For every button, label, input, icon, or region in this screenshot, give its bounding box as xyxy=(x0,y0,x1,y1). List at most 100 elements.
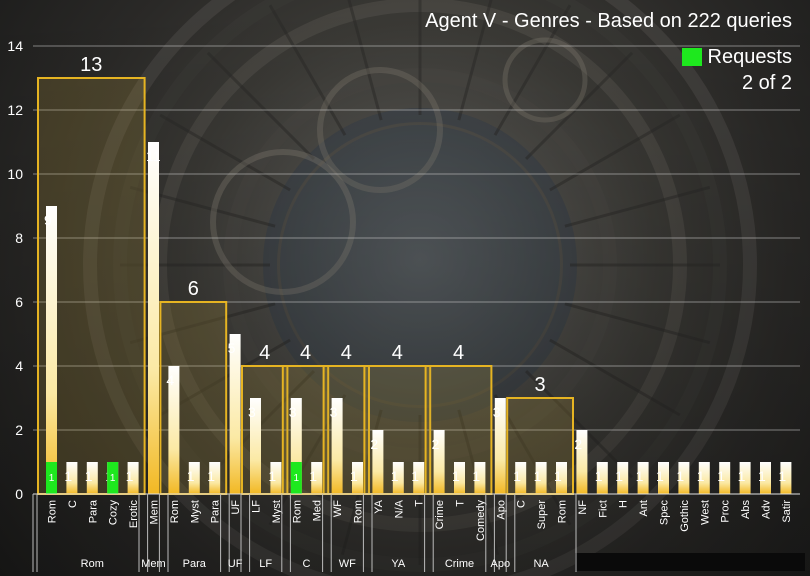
bar-value-label: 1 xyxy=(350,468,358,484)
x-tick-label: Adv xyxy=(761,500,773,519)
group-label: NA xyxy=(533,558,549,570)
y-tick-label: 8 xyxy=(15,230,23,246)
request-bar xyxy=(107,462,119,494)
x-tick-label: T xyxy=(414,500,426,507)
bar-value-label: 1 xyxy=(411,468,419,484)
request-value-label: 1 xyxy=(49,473,55,484)
group-label: Mem xyxy=(141,558,165,570)
x-tick-label: T xyxy=(455,500,467,507)
x-tick-label: Rom xyxy=(557,500,569,523)
bar xyxy=(270,462,282,494)
legend: Requests 2 of 2 xyxy=(681,44,792,96)
bar-value-label: 1 xyxy=(309,468,317,484)
bar xyxy=(433,430,445,494)
group-label: Apo xyxy=(491,558,511,570)
bar xyxy=(311,462,323,494)
bar xyxy=(66,462,78,494)
bar-value-label: 3 xyxy=(248,404,256,420)
y-tick-label: 0 xyxy=(15,486,23,502)
bar-value-label: 1 xyxy=(85,468,93,484)
bar xyxy=(413,462,425,494)
x-tick-label: LF xyxy=(251,500,263,513)
x-tick-label: Mem xyxy=(149,500,161,524)
x-tick-label: H xyxy=(618,500,630,508)
x-tick-label: West xyxy=(699,500,711,525)
y-tick-label: 2 xyxy=(15,422,23,438)
bar-value-label: 1 xyxy=(758,468,766,484)
bar-value-label: 11 xyxy=(146,148,161,164)
bar-value-label: 3 xyxy=(493,404,501,420)
bar-value-label: 1 xyxy=(778,468,786,484)
x-tick-label: UF xyxy=(230,500,242,515)
bar-value-label: 1 xyxy=(452,468,460,484)
request-bar xyxy=(46,462,57,494)
x-tick-label: Super xyxy=(536,500,548,530)
bar-value-label: 4 xyxy=(166,372,174,388)
x-tick-label: Myst xyxy=(189,500,201,523)
x-tick-label: Ant xyxy=(638,500,650,517)
y-tick-label: 12 xyxy=(7,102,23,118)
bar-value-label: 1 xyxy=(513,468,521,484)
bar xyxy=(229,334,241,494)
x-tick-label: C xyxy=(516,500,528,508)
bar xyxy=(290,398,302,494)
y-tick-label: 10 xyxy=(7,166,23,182)
x-tick-label: Rom xyxy=(353,500,365,523)
bar-value-label: 2 xyxy=(432,436,440,452)
group-total-label: 6 xyxy=(188,278,199,300)
group-label: WF xyxy=(339,558,356,570)
y-tick-label: 6 xyxy=(15,294,23,310)
x-tick-label: Para xyxy=(210,499,222,523)
bar xyxy=(454,462,465,494)
bar xyxy=(127,462,139,494)
x-tick-label: Spec xyxy=(659,500,671,526)
x-tick-label: YA xyxy=(373,499,385,514)
group-label: Para xyxy=(183,558,207,570)
bar-value-label: 1 xyxy=(697,468,705,484)
bar-value-label: 1 xyxy=(207,468,215,484)
bar xyxy=(698,462,710,494)
bar xyxy=(250,398,261,494)
x-tick-label: Fict xyxy=(597,500,609,518)
page-indicator: 2 of 2 xyxy=(741,72,792,94)
x-tick-label: Para xyxy=(87,499,99,523)
bar xyxy=(515,462,527,494)
group-total-label: 4 xyxy=(392,342,403,364)
bar-value-label: 9 xyxy=(44,212,52,228)
group-label: C xyxy=(303,558,311,570)
x-tick-label: C xyxy=(67,500,79,508)
x-tick-label: Myst xyxy=(271,500,283,523)
bar-value-label: 1 xyxy=(64,468,72,484)
bar xyxy=(209,462,221,494)
x-tick-label: Proc xyxy=(720,500,732,523)
x-tick-label: Comedy xyxy=(475,500,487,541)
x-tick-label: Rom xyxy=(291,500,303,523)
bar-value-label: 5 xyxy=(228,340,236,356)
group-label: LF xyxy=(259,558,272,570)
x-tick-label: Med xyxy=(312,500,324,521)
bar xyxy=(658,462,669,494)
x-tick-label: Cozy xyxy=(108,500,120,526)
bar-value-label: 2 xyxy=(370,436,378,452)
bar xyxy=(46,206,57,494)
bar-value-label: 1 xyxy=(656,468,664,484)
x-tick-label: Abs xyxy=(740,500,752,519)
bar-value-label: 1 xyxy=(554,468,562,484)
bar xyxy=(576,430,588,494)
bar-value-label: 3 xyxy=(289,404,297,420)
bars-layer: 9111111114115313113121121131112111111111… xyxy=(44,142,792,494)
y-tick-label: 14 xyxy=(7,38,23,54)
x-tick-label: Rom xyxy=(47,500,59,523)
bar-value-label: 1 xyxy=(636,468,644,484)
bar-value-label: 1 xyxy=(717,468,725,484)
bar xyxy=(719,462,731,494)
bar-value-label: 1 xyxy=(472,468,480,484)
bar-value-label: 1 xyxy=(676,468,684,484)
bar xyxy=(678,462,690,494)
group-total-label: 4 xyxy=(300,342,311,364)
bar xyxy=(352,462,363,494)
bar xyxy=(168,366,180,494)
x-tick-label: NF xyxy=(577,500,589,515)
